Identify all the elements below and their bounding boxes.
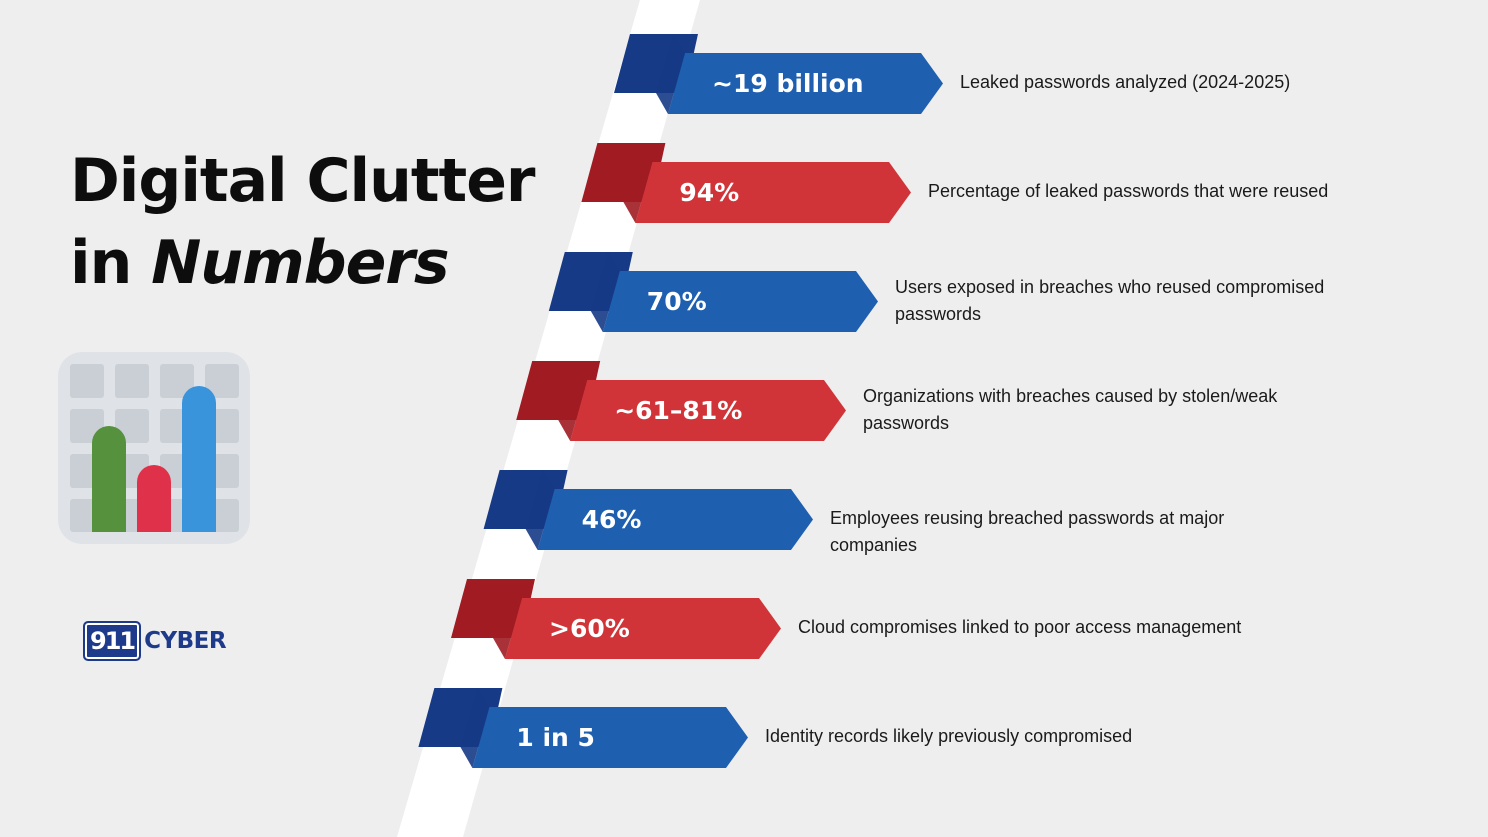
banner-arrow bbox=[505, 598, 781, 659]
banner-arrow bbox=[570, 380, 846, 441]
title-line-2-prefix: in bbox=[70, 228, 152, 298]
logo-mark: 911 bbox=[83, 621, 142, 661]
stat-value: >60% bbox=[549, 614, 630, 643]
stat-banner: 70% bbox=[548, 252, 878, 332]
title-line-1: Digital Clutter bbox=[70, 146, 535, 216]
banner-arrow bbox=[472, 707, 748, 768]
banner-joint bbox=[460, 688, 490, 768]
stat-value: 1 in 5 bbox=[516, 723, 595, 752]
chart-icon-bar-blue bbox=[182, 386, 216, 532]
stat-banners: ~19 billion 94% 70% ~61–81% 46% >60% 1 in 5 bbox=[418, 34, 943, 768]
banner-joint bbox=[558, 361, 588, 441]
banner-arrow bbox=[668, 53, 943, 114]
page-title: Digital Clutter in Numbers bbox=[70, 140, 535, 304]
title-line-2-italic: Numbers bbox=[151, 228, 449, 298]
stat-value: ~61–81% bbox=[614, 396, 742, 425]
banner-joint bbox=[656, 34, 685, 114]
bar-chart-icon bbox=[58, 352, 250, 544]
company-logo: 911 CYBER bbox=[83, 620, 227, 662]
stat-description: Users exposed in breaches who reused com… bbox=[895, 277, 1325, 324]
stat-banner: ~19 billion bbox=[614, 34, 943, 114]
stat-banner: >60% bbox=[451, 579, 781, 659]
banner-joint bbox=[525, 470, 555, 550]
stat-banner: ~61–81% bbox=[516, 361, 846, 441]
banner-arrow bbox=[537, 489, 813, 550]
stat-banner: 1 in 5 bbox=[418, 688, 748, 768]
stat-description: Percentage of leaked passwords that were… bbox=[928, 181, 1329, 201]
banner-arrow bbox=[602, 271, 878, 332]
stat-banner: 94% bbox=[581, 143, 911, 223]
stat-description: Cloud compromises linked to poor access … bbox=[798, 617, 1242, 637]
banner-joint bbox=[623, 143, 653, 223]
banner-joint bbox=[590, 252, 620, 332]
chart-icon-bar-green bbox=[92, 426, 126, 532]
stat-description: Organizations with breaches caused by st… bbox=[863, 386, 1278, 433]
banner-arrow bbox=[635, 162, 911, 223]
banner-joint bbox=[493, 579, 522, 659]
stat-description: Identity records likely previously compr… bbox=[765, 726, 1133, 746]
stat-value: ~19 billion bbox=[712, 69, 864, 98]
title-line-2: in Numbers bbox=[70, 222, 534, 304]
stat-value: 46% bbox=[582, 505, 642, 534]
stat-value: 70% bbox=[647, 287, 707, 316]
stat-banner: 46% bbox=[483, 470, 813, 550]
chart-icon-bar-red bbox=[137, 465, 171, 532]
stat-description: Leaked passwords analyzed (2024-2025) bbox=[960, 72, 1291, 92]
stat-description: Employees reusing breached passwords at … bbox=[830, 508, 1225, 555]
stat-value: 94% bbox=[679, 178, 739, 207]
logo-wordmark: CYBER bbox=[144, 628, 227, 654]
